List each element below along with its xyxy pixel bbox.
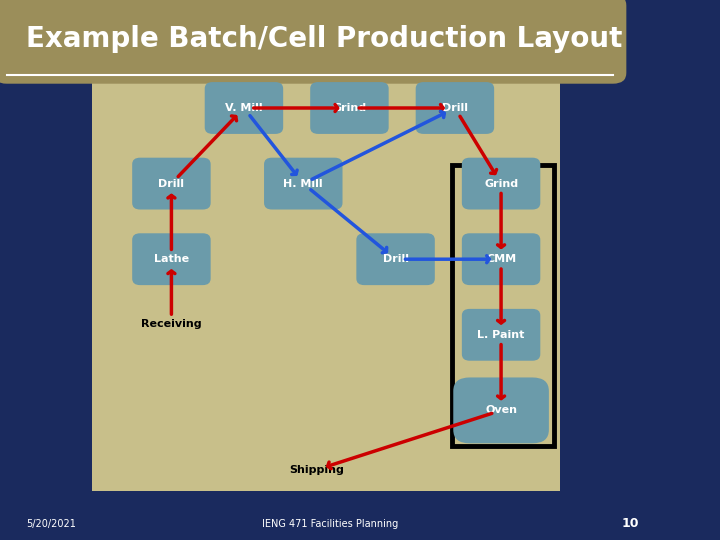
Text: Lathe: Lathe	[154, 254, 189, 264]
Text: V. Mill: V. Mill	[225, 103, 263, 113]
Text: Grind: Grind	[484, 179, 518, 188]
FancyBboxPatch shape	[462, 233, 540, 285]
Text: CMM: CMM	[486, 254, 516, 264]
Text: 10: 10	[622, 517, 639, 530]
FancyBboxPatch shape	[92, 78, 560, 491]
FancyBboxPatch shape	[132, 158, 211, 210]
Text: 5/20/2021: 5/20/2021	[27, 519, 76, 529]
Text: Drill: Drill	[382, 254, 408, 264]
FancyBboxPatch shape	[454, 377, 549, 443]
FancyBboxPatch shape	[204, 82, 283, 134]
Text: H. Mill: H. Mill	[284, 179, 323, 188]
FancyBboxPatch shape	[462, 158, 540, 210]
FancyBboxPatch shape	[310, 82, 389, 134]
Text: Shipping: Shipping	[289, 465, 344, 475]
Text: Grind: Grind	[333, 103, 366, 113]
FancyBboxPatch shape	[356, 233, 435, 285]
FancyBboxPatch shape	[132, 233, 211, 285]
Text: IENG 471 Facilities Planning: IENG 471 Facilities Planning	[261, 519, 397, 529]
FancyBboxPatch shape	[415, 82, 494, 134]
Text: Receiving: Receiving	[141, 319, 202, 329]
FancyBboxPatch shape	[462, 309, 540, 361]
Text: L. Paint: L. Paint	[477, 330, 525, 340]
FancyBboxPatch shape	[0, 0, 626, 84]
Text: Drill: Drill	[158, 179, 184, 188]
Text: Example Batch/Cell Production Layout: Example Batch/Cell Production Layout	[27, 25, 623, 53]
FancyBboxPatch shape	[264, 158, 343, 210]
Text: Drill: Drill	[442, 103, 468, 113]
FancyBboxPatch shape	[451, 165, 554, 446]
Text: Oven: Oven	[485, 406, 517, 415]
